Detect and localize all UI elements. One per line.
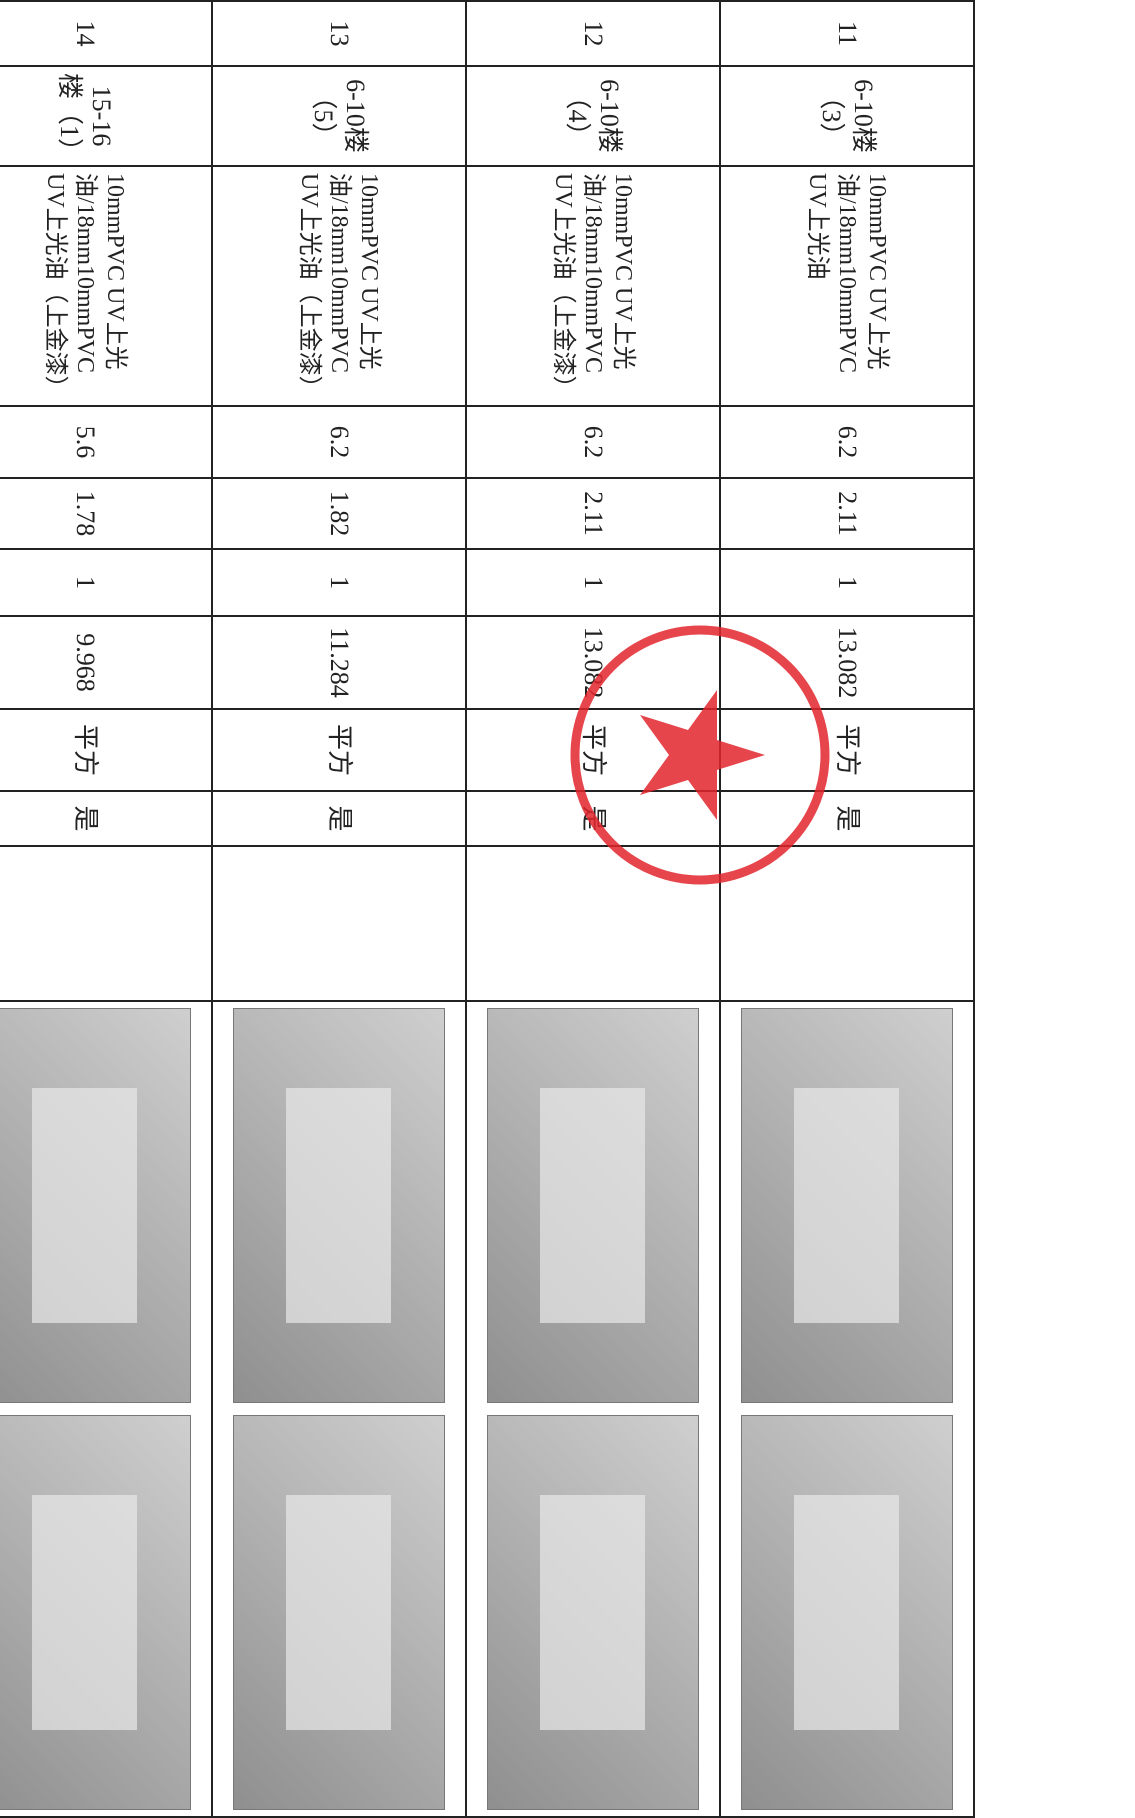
material-cell: 10mmPVC UV上光油/18mm10mmPVC UV上光油 [720, 166, 974, 406]
empty-cell [466, 846, 720, 1001]
material-cell: 10mmPVC UV上光油/18mm10mmPVC UV上光油（上金漆） [0, 166, 212, 406]
empty-cell [720, 846, 974, 1001]
quantity-cell: 1 [0, 549, 212, 616]
width-cell: 2.11 [720, 478, 974, 549]
design-image [233, 1008, 445, 1403]
length-cell: 6.2 [212, 406, 466, 478]
installed-photo [0, 1415, 191, 1810]
image-cell [212, 1001, 466, 1817]
image-group [226, 1008, 452, 1810]
location-cell: 6-10楼（3） [720, 66, 974, 166]
width-cell: 1.78 [0, 478, 212, 549]
no-cell: 12 [466, 1, 720, 66]
image-group [0, 1008, 198, 1810]
area-cell: 13.082 [720, 616, 974, 709]
length-cell: 5.6 [0, 406, 212, 478]
design-image [741, 1008, 953, 1403]
flag-cell: 是 [0, 791, 212, 846]
image-cell [466, 1001, 720, 1817]
table-row: 13 6-10楼（5） 10mmPVC UV上光油/18mm10mmPVC UV上光… [212, 1, 466, 1817]
unit-cell: 平方 [212, 709, 466, 791]
flag-cell: 是 [466, 791, 720, 846]
quantity-cell: 1 [212, 549, 466, 616]
width-cell: 2.11 [466, 478, 720, 549]
location-cell: 6-10楼（4） [466, 66, 720, 166]
area-cell: 9.968 [0, 616, 212, 709]
image-cell [720, 1001, 974, 1817]
image-group [734, 1008, 960, 1810]
empty-cell [212, 846, 466, 1001]
no-cell: 13 [212, 1, 466, 66]
table-row: 11 6-10楼（3） 10mmPVC UV上光油/18mm10mmPVC UV上光… [720, 1, 974, 1817]
item-table: 11 6-10楼（3） 10mmPVC UV上光油/18mm10mmPVC UV上光… [0, 0, 975, 1818]
material-cell: 10mmPVC UV上光油/18mm10mmPVC UV上光油（上金漆） [212, 166, 466, 406]
quantity-cell: 1 [466, 549, 720, 616]
length-cell: 6.2 [466, 406, 720, 478]
location-cell: 15-16楼（1） [0, 66, 212, 166]
unit-cell: 平方 [720, 709, 974, 791]
flag-cell: 是 [212, 791, 466, 846]
design-image [487, 1008, 699, 1403]
area-cell: 13.082 [466, 616, 720, 709]
unit-cell: 平方 [0, 709, 212, 791]
design-image [0, 1008, 191, 1403]
area-cell: 11.284 [212, 616, 466, 709]
no-cell: 14 [0, 1, 212, 66]
installed-photo [487, 1415, 699, 1810]
image-group [480, 1008, 706, 1810]
unit-cell: 平方 [466, 709, 720, 791]
flag-cell: 是 [720, 791, 974, 846]
length-cell: 6.2 [720, 406, 974, 478]
installed-photo [741, 1415, 953, 1810]
table-row: 12 6-10楼（4） 10mmPVC UV上光油/18mm10mmPVC UV上光… [466, 1, 720, 1817]
width-cell: 1.82 [212, 478, 466, 549]
table-row: 14 15-16楼（1） 10mmPVC UV上光油/18mm10mmPVC UV上… [0, 1, 212, 1817]
installed-photo [233, 1415, 445, 1810]
empty-cell [0, 846, 212, 1001]
image-cell [0, 1001, 212, 1817]
location-cell: 6-10楼（5） [212, 66, 466, 166]
material-cell: 10mmPVC UV上光油/18mm10mmPVC UV上光油（上金漆） [466, 166, 720, 406]
quantity-cell: 1 [720, 549, 974, 616]
no-cell: 11 [720, 1, 974, 66]
